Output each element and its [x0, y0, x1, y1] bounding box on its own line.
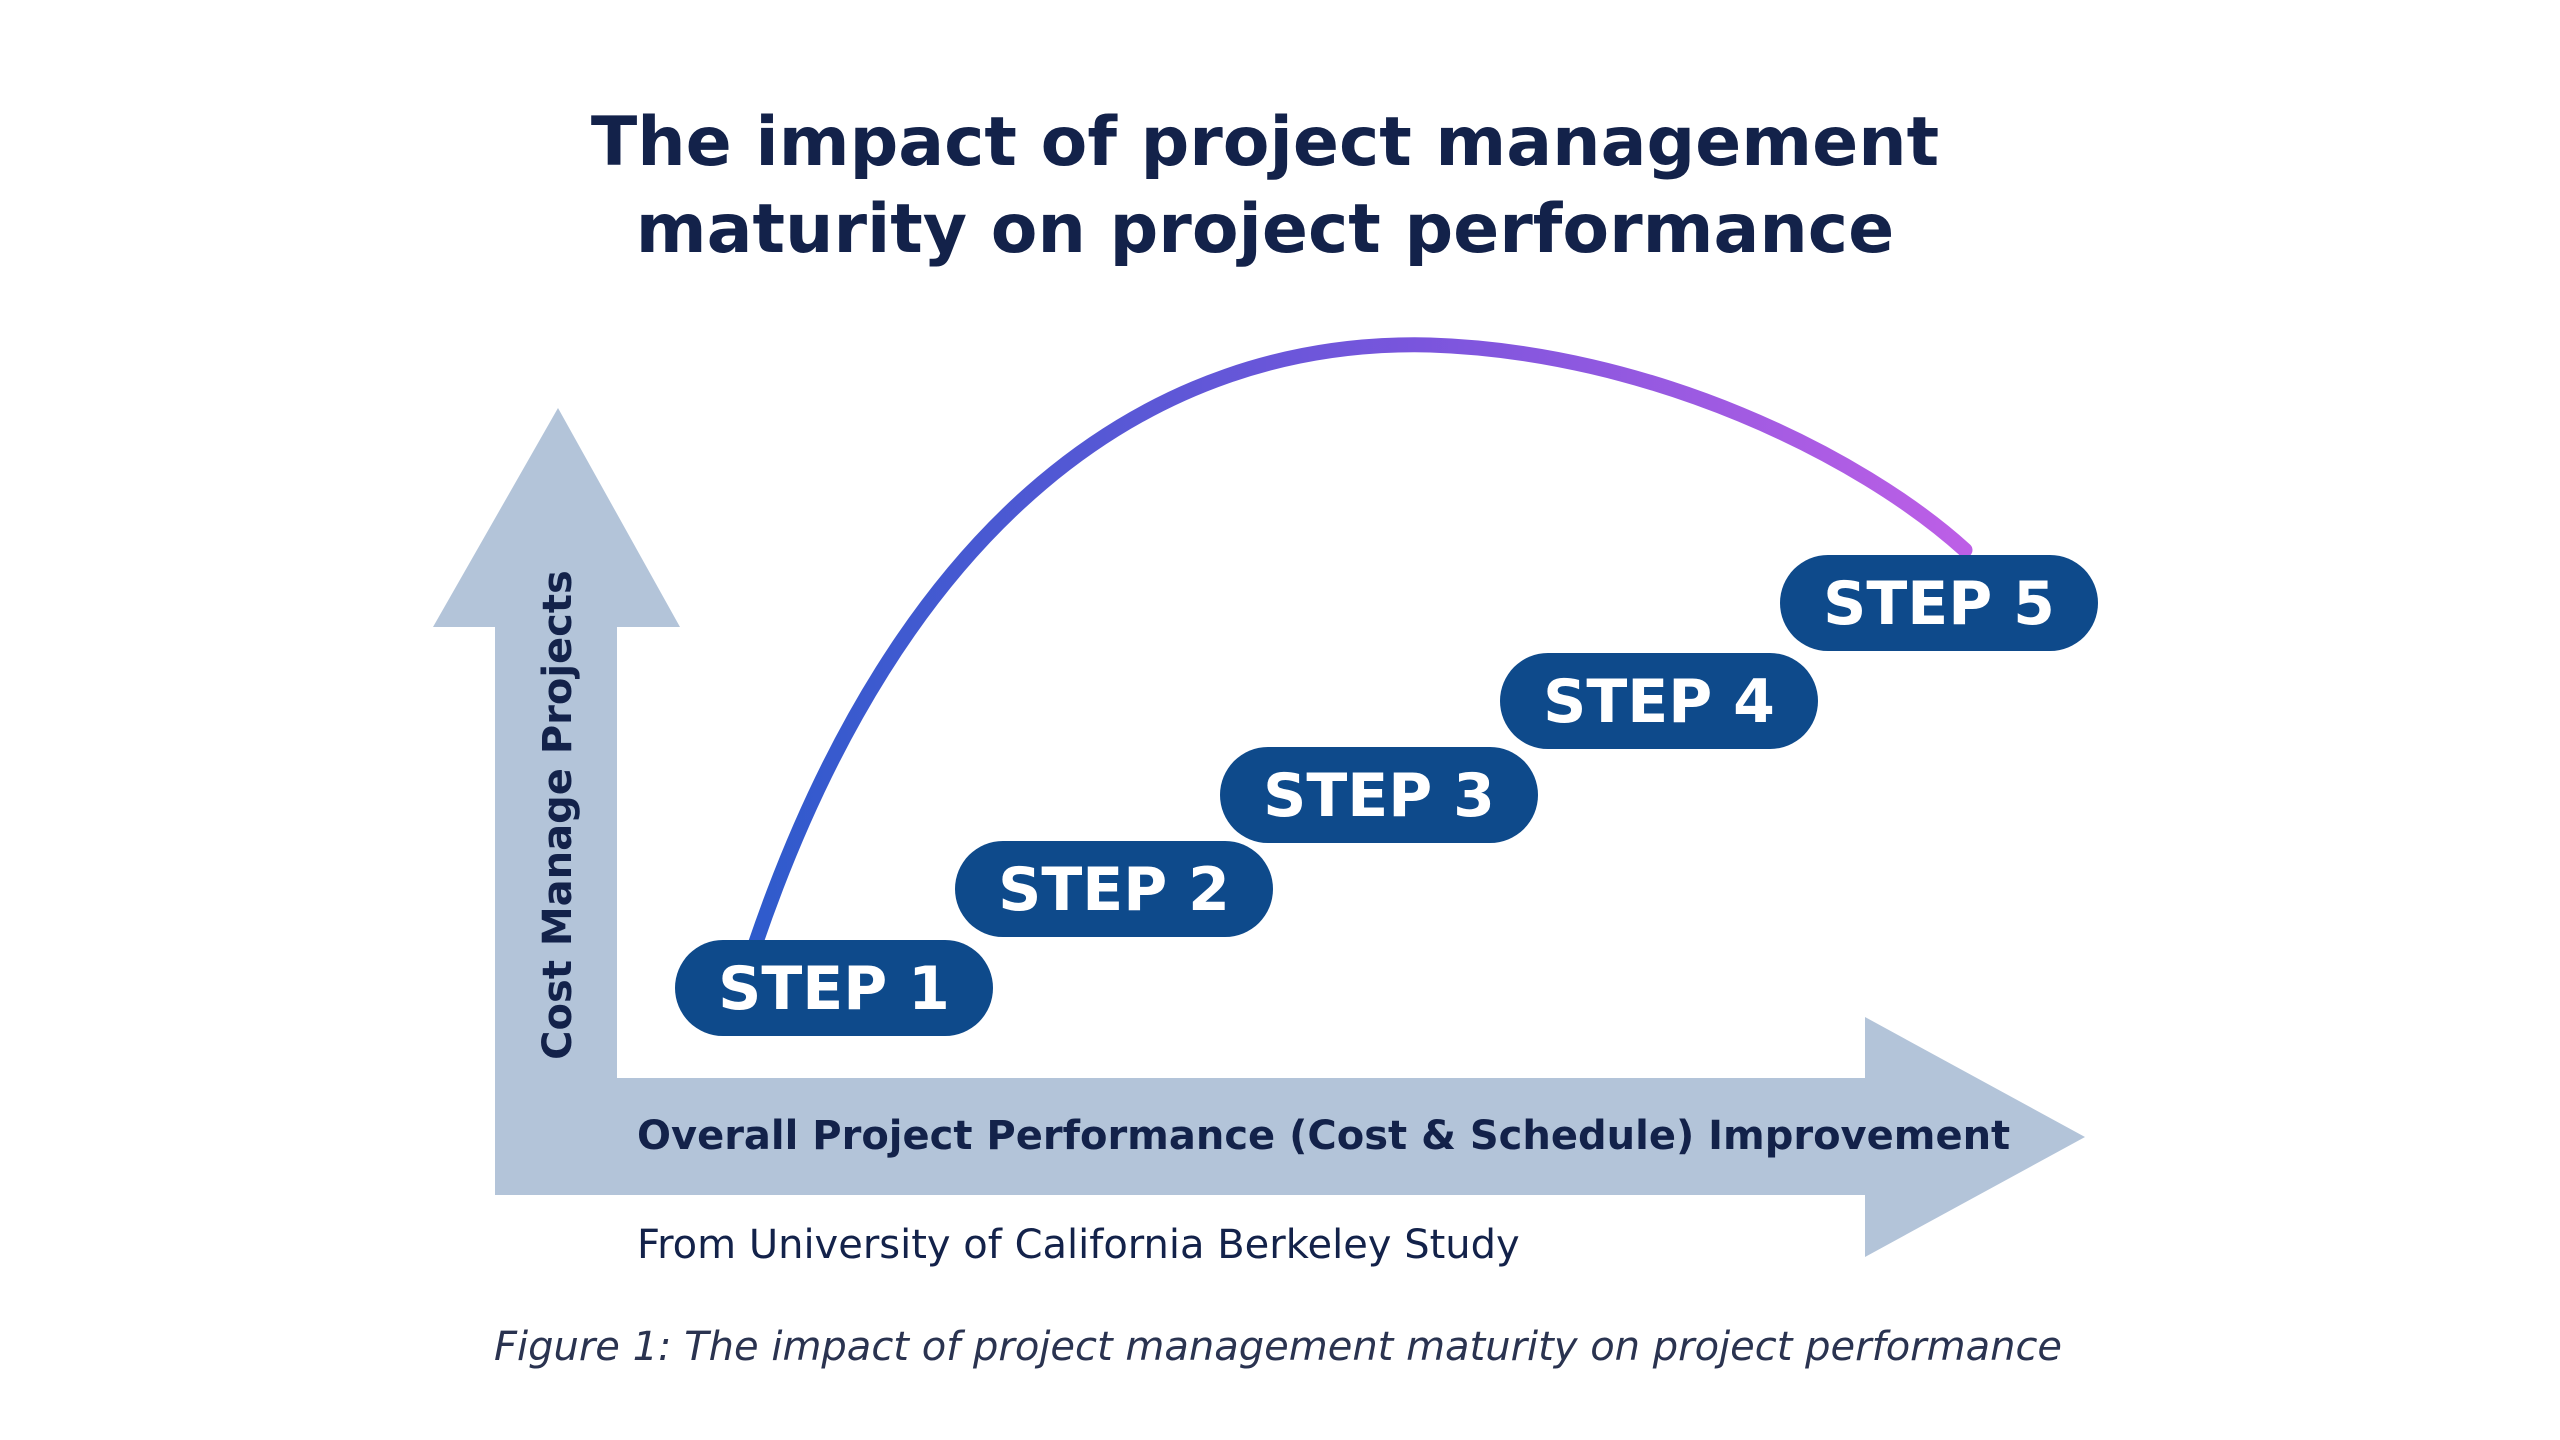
maturity-curve [747, 337, 1973, 953]
step-3-label: STEP 3 [1263, 761, 1495, 831]
step-4-label: STEP 4 [1543, 667, 1775, 737]
title-line-2: maturity on project performance [636, 190, 1894, 269]
figure-caption: Figure 1: The impact of project manageme… [494, 1324, 2062, 1370]
step-2-pill: STEP 2 [955, 841, 1273, 937]
step-2-label: STEP 2 [998, 855, 1230, 925]
step-5-label: STEP 5 [1823, 569, 2055, 639]
axes-arrow [433, 408, 2085, 1257]
step-5-pill: STEP 5 [1780, 555, 2098, 651]
step-1-pill: STEP 1 [675, 940, 993, 1036]
title-line-1: The impact of project management [591, 103, 1939, 182]
step-3-pill: STEP 3 [1220, 747, 1538, 843]
step-4-pill: STEP 4 [1500, 653, 1818, 749]
source-note: From University of California Berkeley S… [637, 1222, 1520, 1268]
y-axis-label: Cost Manage Projects [535, 570, 581, 1060]
x-axis-label: Overall Project Performance (Cost & Sche… [637, 1113, 2010, 1159]
step-1-label: STEP 1 [718, 954, 950, 1024]
